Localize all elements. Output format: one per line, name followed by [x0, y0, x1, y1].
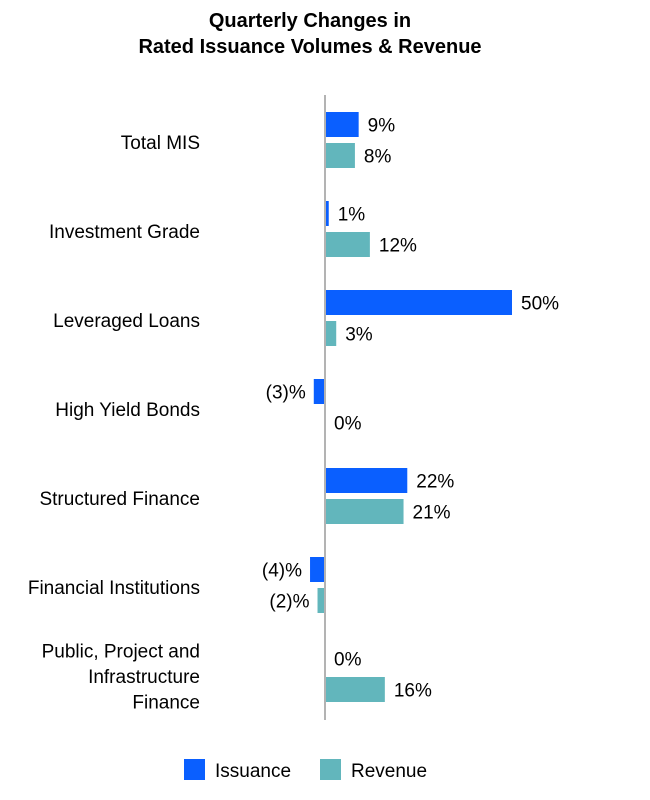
data-label: (4)%	[262, 561, 302, 582]
data-label: 1%	[338, 205, 366, 226]
bar-revenue	[325, 321, 337, 346]
bar-issuance	[325, 290, 512, 315]
bar-revenue	[317, 588, 325, 613]
category-label: Total MIS	[121, 133, 200, 154]
category-label: Leveraged Loans	[53, 311, 200, 332]
data-label: 12%	[379, 236, 417, 257]
data-label: 22%	[416, 472, 454, 493]
category-label: Finance	[132, 693, 200, 714]
legend-swatch-revenue	[320, 759, 341, 780]
data-label: 16%	[394, 681, 432, 702]
bar-issuance	[325, 468, 408, 493]
bar-issuance	[310, 557, 325, 582]
legend-swatch-issuance	[184, 759, 205, 780]
chart-title: Quarterly Changes in	[209, 10, 411, 32]
legend-label: Revenue	[351, 761, 427, 782]
data-label: 0%	[334, 414, 362, 435]
category-label: High Yield Bonds	[55, 400, 200, 421]
category-label: Infrastructure	[88, 667, 200, 688]
category-label: Structured Finance	[39, 489, 200, 510]
bar-revenue	[325, 499, 404, 524]
data-label: 0%	[334, 650, 362, 671]
bar-issuance	[313, 379, 325, 404]
bar-revenue	[325, 232, 370, 257]
category-label: Investment Grade	[49, 222, 200, 243]
data-label: 21%	[413, 503, 451, 524]
data-label: 50%	[521, 294, 559, 315]
bar-issuance	[325, 201, 329, 226]
data-label: 3%	[345, 325, 373, 346]
category-label: Public, Project and	[42, 642, 200, 663]
category-label: Financial Institutions	[28, 578, 200, 599]
data-label: 9%	[368, 116, 396, 137]
data-label: (3)%	[266, 383, 306, 404]
bar-issuance	[325, 112, 359, 137]
bar-revenue	[325, 677, 385, 702]
bar-revenue	[325, 143, 355, 168]
data-label: (2)%	[269, 592, 309, 613]
chart-title: Rated Issuance Volumes & Revenue	[138, 36, 481, 58]
legend-label: Issuance	[215, 761, 291, 782]
data-label: 8%	[364, 147, 392, 168]
